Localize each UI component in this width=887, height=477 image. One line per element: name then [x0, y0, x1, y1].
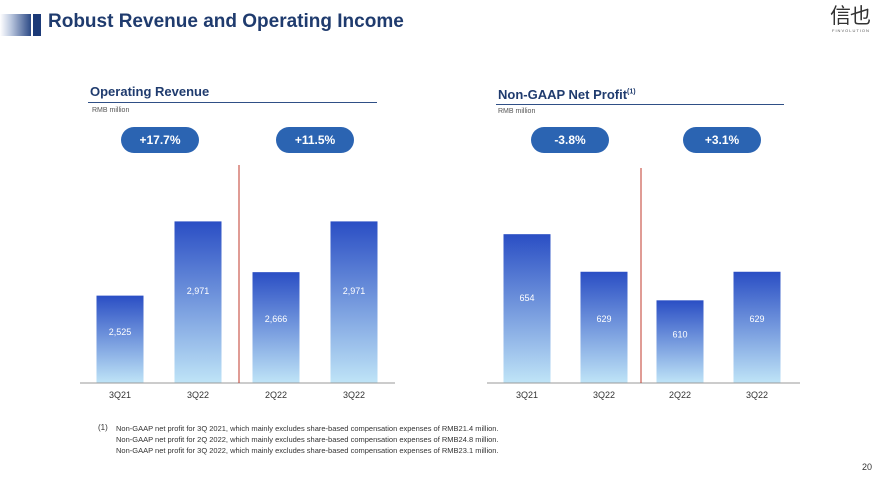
profit-bar — [656, 300, 704, 383]
profit-bar-value-label: 610 — [672, 330, 687, 340]
revenue-chart: 2,525 3Q21 2,971 3Q22 2,666 2Q22 2,971 3Q22 — [80, 165, 395, 400]
profit-chart: 654 3Q21 629 3Q22 610 2Q22 629 3Q22 — [487, 168, 800, 400]
revenue-bar-value-label: 2,666 — [265, 314, 288, 324]
header-accent-gradient — [0, 14, 31, 36]
profit-bar — [580, 271, 628, 383]
revenue-chart-title: Operating Revenue — [90, 84, 210, 99]
profit-chart-title: Non-GAAP Net Profit(1) — [498, 87, 636, 102]
profit-chart-title-text: Non-GAAP Net Profit — [498, 87, 628, 102]
revenue-bar — [96, 295, 144, 383]
page-number: 20 — [862, 462, 873, 472]
profit-category-label: 3Q22 — [593, 390, 615, 400]
footnote-number: (1) — [98, 423, 108, 432]
profit-bar-value-label: 629 — [749, 314, 764, 324]
page-title: Robust Revenue and Operating Income — [48, 11, 404, 32]
revenue-unit-label: RMB million — [92, 107, 130, 114]
revenue-category-label: 3Q22 — [343, 390, 365, 400]
revenue-category-label: 3Q22 — [187, 390, 209, 400]
profit-qoq-pill: +3.1% — [683, 127, 761, 153]
revenue-title-rule — [88, 102, 377, 103]
profit-bar-value-label: 629 — [596, 314, 611, 324]
company-logo: 信也 FINVOLUTION — [830, 4, 874, 34]
footnote-line: Non-GAAP net profit for 3Q 2021, which m… — [116, 424, 499, 433]
profit-title-rule — [496, 104, 784, 105]
profit-bar — [733, 271, 781, 383]
revenue-bar-value-label: 2,971 — [187, 286, 210, 296]
revenue-yoy-pill: +17.7% — [121, 127, 199, 153]
revenue-bar-value-label: 2,525 — [109, 327, 132, 337]
revenue-bar — [330, 221, 378, 383]
revenue-qoq-pill: +11.5% — [276, 127, 354, 153]
profit-unit-label: RMB million — [498, 108, 536, 115]
profit-bar — [503, 234, 551, 383]
profit-yoy-pill: -3.8% — [531, 127, 609, 153]
header-accent-block — [33, 14, 41, 36]
revenue-bar — [252, 272, 300, 383]
revenue-bar — [174, 221, 222, 383]
profit-category-label: 3Q21 — [516, 390, 538, 400]
profit-category-label: 2Q22 — [669, 390, 691, 400]
revenue-category-label: 2Q22 — [265, 390, 287, 400]
logo-mark: 信也 — [830, 4, 871, 28]
profit-category-label: 3Q22 — [746, 390, 768, 400]
footnote-line: Non-GAAP net profit for 3Q 2022, which m… — [116, 446, 499, 455]
revenue-bar-value-label: 2,971 — [343, 286, 366, 296]
logo-subtitle: FINVOLUTION — [832, 28, 870, 33]
profit-bar-value-label: 654 — [519, 293, 534, 303]
footnote-line: Non-GAAP net profit for 2Q 2022, which m… — [116, 435, 499, 444]
footnote-marker: (1) — [627, 88, 636, 96]
revenue-category-label: 3Q21 — [109, 390, 131, 400]
